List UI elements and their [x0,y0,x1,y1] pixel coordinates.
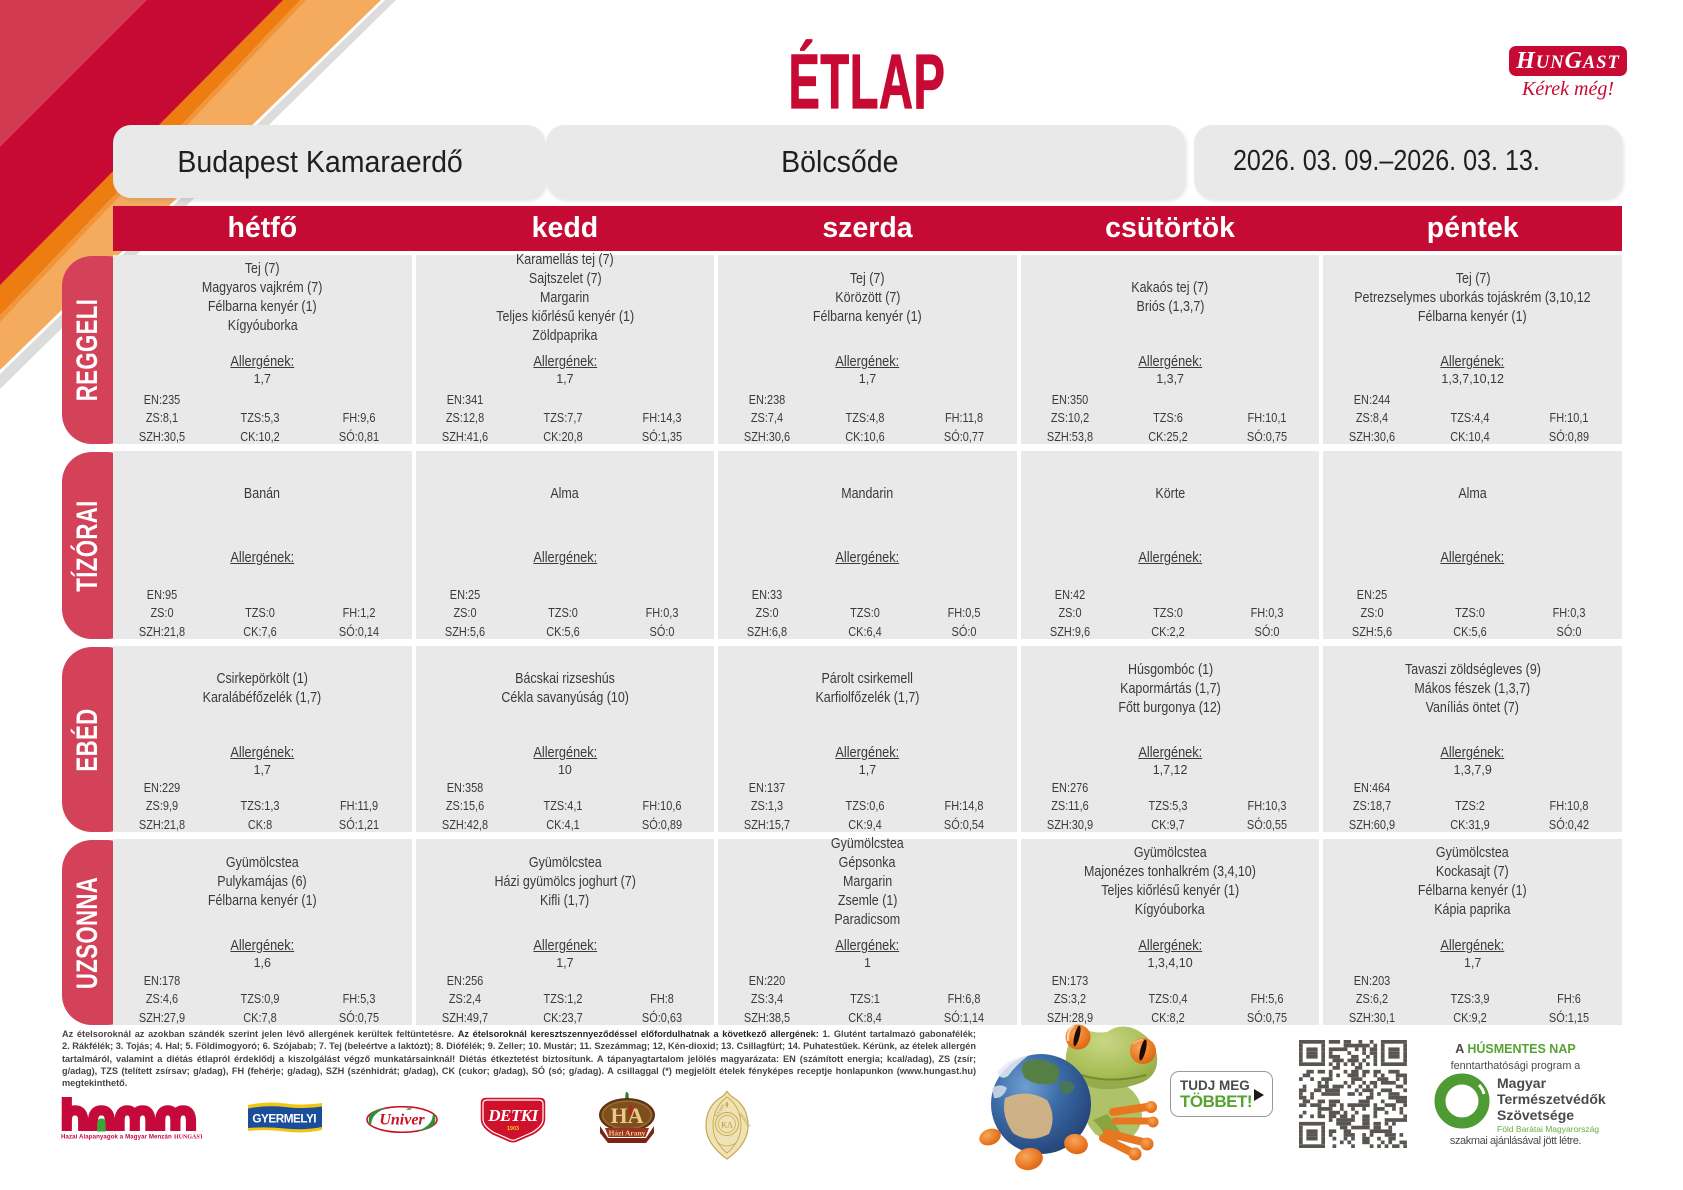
svg-text:Házi Arany: Házi Arany [609,1129,646,1138]
svg-text:Univer: Univer [379,1112,425,1129]
svg-text:HUNGAST: HUNGAST [174,1135,202,1141]
svg-text:HA: HA [611,1103,644,1128]
svg-text:GYERMELYI: GYERMELYI [252,1111,316,1125]
svg-text:Hazai Alapanyagok a Magyar Men: Hazai Alapanyagok a Magyar Menzán [61,1134,172,1141]
svg-text:DETKI: DETKI [487,1106,539,1125]
svg-text:1903: 1903 [507,1126,519,1132]
svg-text:ΚΛ: ΚΛ [721,1121,733,1130]
